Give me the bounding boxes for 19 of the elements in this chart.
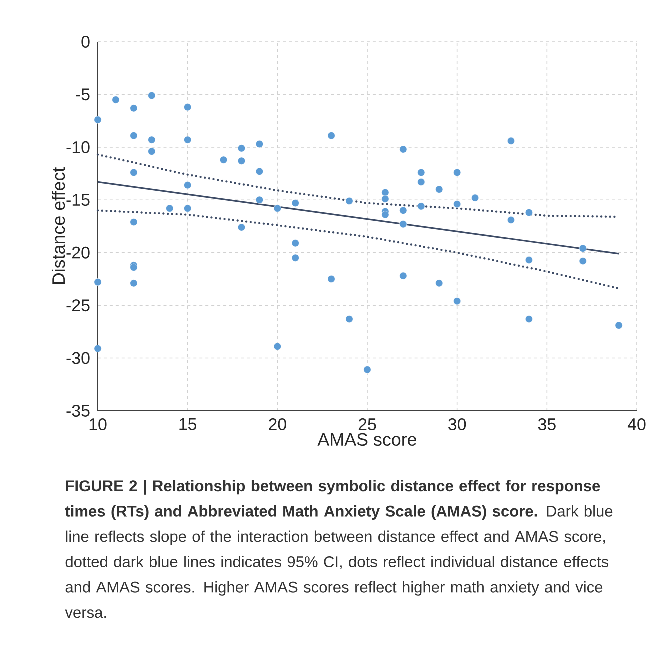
y-tick-label: -15 [66, 194, 90, 206]
x-tick-label: 10 [90, 418, 107, 431]
x-tick-label: 15 [180, 418, 197, 430]
y-tick-label: -25 [66, 300, 90, 312]
y-tick-label: -30 [66, 352, 90, 364]
y-tick-label: -5 [76, 88, 90, 101]
y-tick-label: -20 [66, 246, 90, 259]
y-tick-label: -10 [66, 141, 90, 154]
x-tick-label: 40 [628, 418, 646, 431]
y-tick-label: -35 [66, 405, 90, 417]
y-axis-title: Distance effect [52, 167, 66, 284]
x-axis-title: AMAS score [318, 433, 417, 446]
y-tick-label: 0 [82, 36, 90, 48]
x-tick-label: 30 [448, 418, 466, 431]
line-series [96, 210, 620, 290]
x-tick-label: 20 [269, 418, 286, 431]
text: FIGURE 2 | Relationship between symbolic distance effect for response times (RTs) and Abbreviated Math Anxiety Scale (AMAS) score. Dark blue line reflects slope of the interaction between distance effect and AMAS score, dotted dark blue lines indicates 95% CI, dots reflect individual distance effects and AMAS scores. Higher AMAS scores reflect higher math anxiety and vice versa. [65, 480, 613, 618]
x-tick-label: 25 [358, 418, 376, 431]
x-tick-label: 35 [538, 418, 556, 431]
